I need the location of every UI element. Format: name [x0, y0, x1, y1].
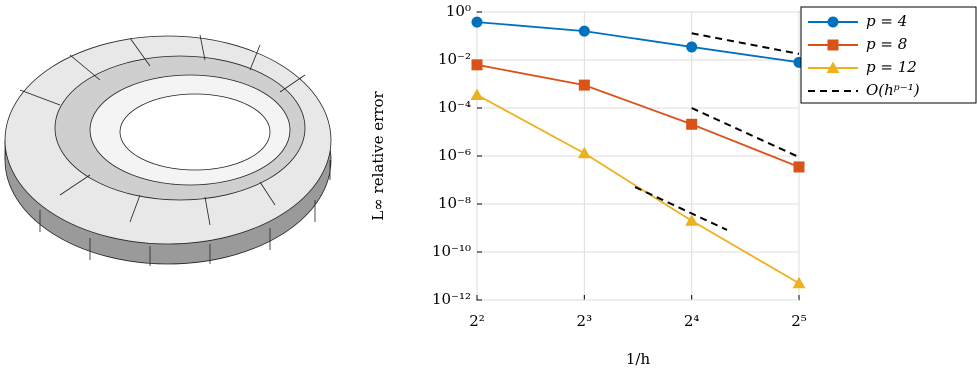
legend-marker — [826, 61, 840, 73]
x-tick-label: 2⁵ — [791, 312, 807, 330]
legend-label: p = 4 — [866, 12, 907, 30]
legend-label: p = 12 — [866, 58, 917, 76]
x-tick-label: 2² — [469, 312, 485, 330]
y-tick-label: 10⁻² — [438, 50, 471, 68]
legend-marker — [827, 16, 839, 28]
marker — [792, 276, 806, 289]
marker — [471, 59, 483, 71]
marker — [577, 146, 591, 159]
legend-label: p = 8 — [866, 35, 907, 53]
series-line — [634, 32, 800, 231]
plot — [470, 16, 806, 289]
y-tick-label: 10⁻¹⁰ — [432, 242, 471, 260]
x-axis-label: 1/h — [626, 350, 651, 368]
x-tick-label: 2⁴ — [684, 312, 700, 330]
mobius-mesh — [4, 34, 332, 266]
marker — [793, 161, 805, 173]
y-tick-label: 10⁻¹² — [432, 290, 471, 308]
series-line — [476, 21, 800, 64]
legend-label: O(hᵖ⁻¹) — [866, 81, 920, 99]
marker — [578, 79, 590, 91]
marker — [686, 118, 698, 130]
marker — [471, 16, 483, 28]
marker — [470, 88, 484, 100]
series-line — [476, 63, 800, 168]
series-line — [476, 94, 800, 285]
y-tick-label: 10⁰ — [446, 2, 471, 20]
marker — [685, 214, 699, 226]
marker — [686, 41, 698, 53]
legend-marker — [827, 39, 839, 51]
y-axis-label: L∞ relative error — [369, 90, 387, 220]
y-tick-label: 10⁻⁴ — [438, 98, 471, 116]
y-tick-label: 10⁻⁶ — [438, 146, 471, 164]
marker — [578, 25, 590, 37]
y-tick-label: 10⁻⁸ — [438, 194, 471, 212]
x-tick-label: 2³ — [577, 312, 593, 330]
